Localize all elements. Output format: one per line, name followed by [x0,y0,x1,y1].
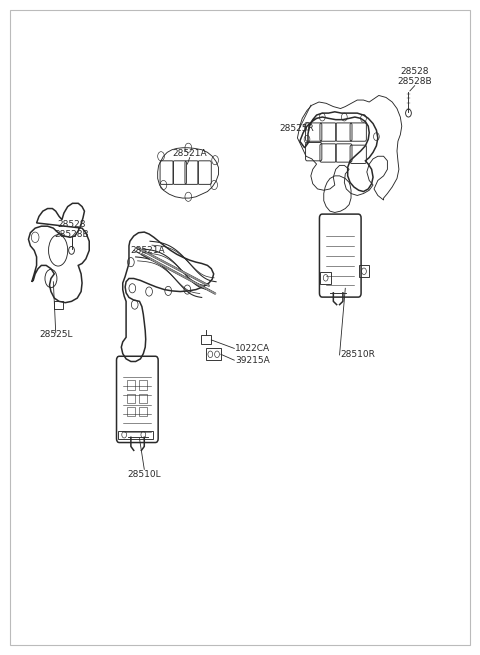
Text: 28510R: 28510R [340,350,375,360]
Text: 1022CA: 1022CA [235,344,270,353]
Text: 39215A: 39215A [235,356,270,365]
Text: 28525L: 28525L [39,329,72,339]
Text: 28528
28528B: 28528 28528B [397,67,432,86]
Text: 28510L: 28510L [128,470,161,479]
Text: 28528
28528B: 28528 28528B [54,220,89,239]
Text: 28521A: 28521A [172,149,207,158]
Text: 28525R: 28525R [279,124,314,133]
Text: 28521A: 28521A [130,246,165,255]
